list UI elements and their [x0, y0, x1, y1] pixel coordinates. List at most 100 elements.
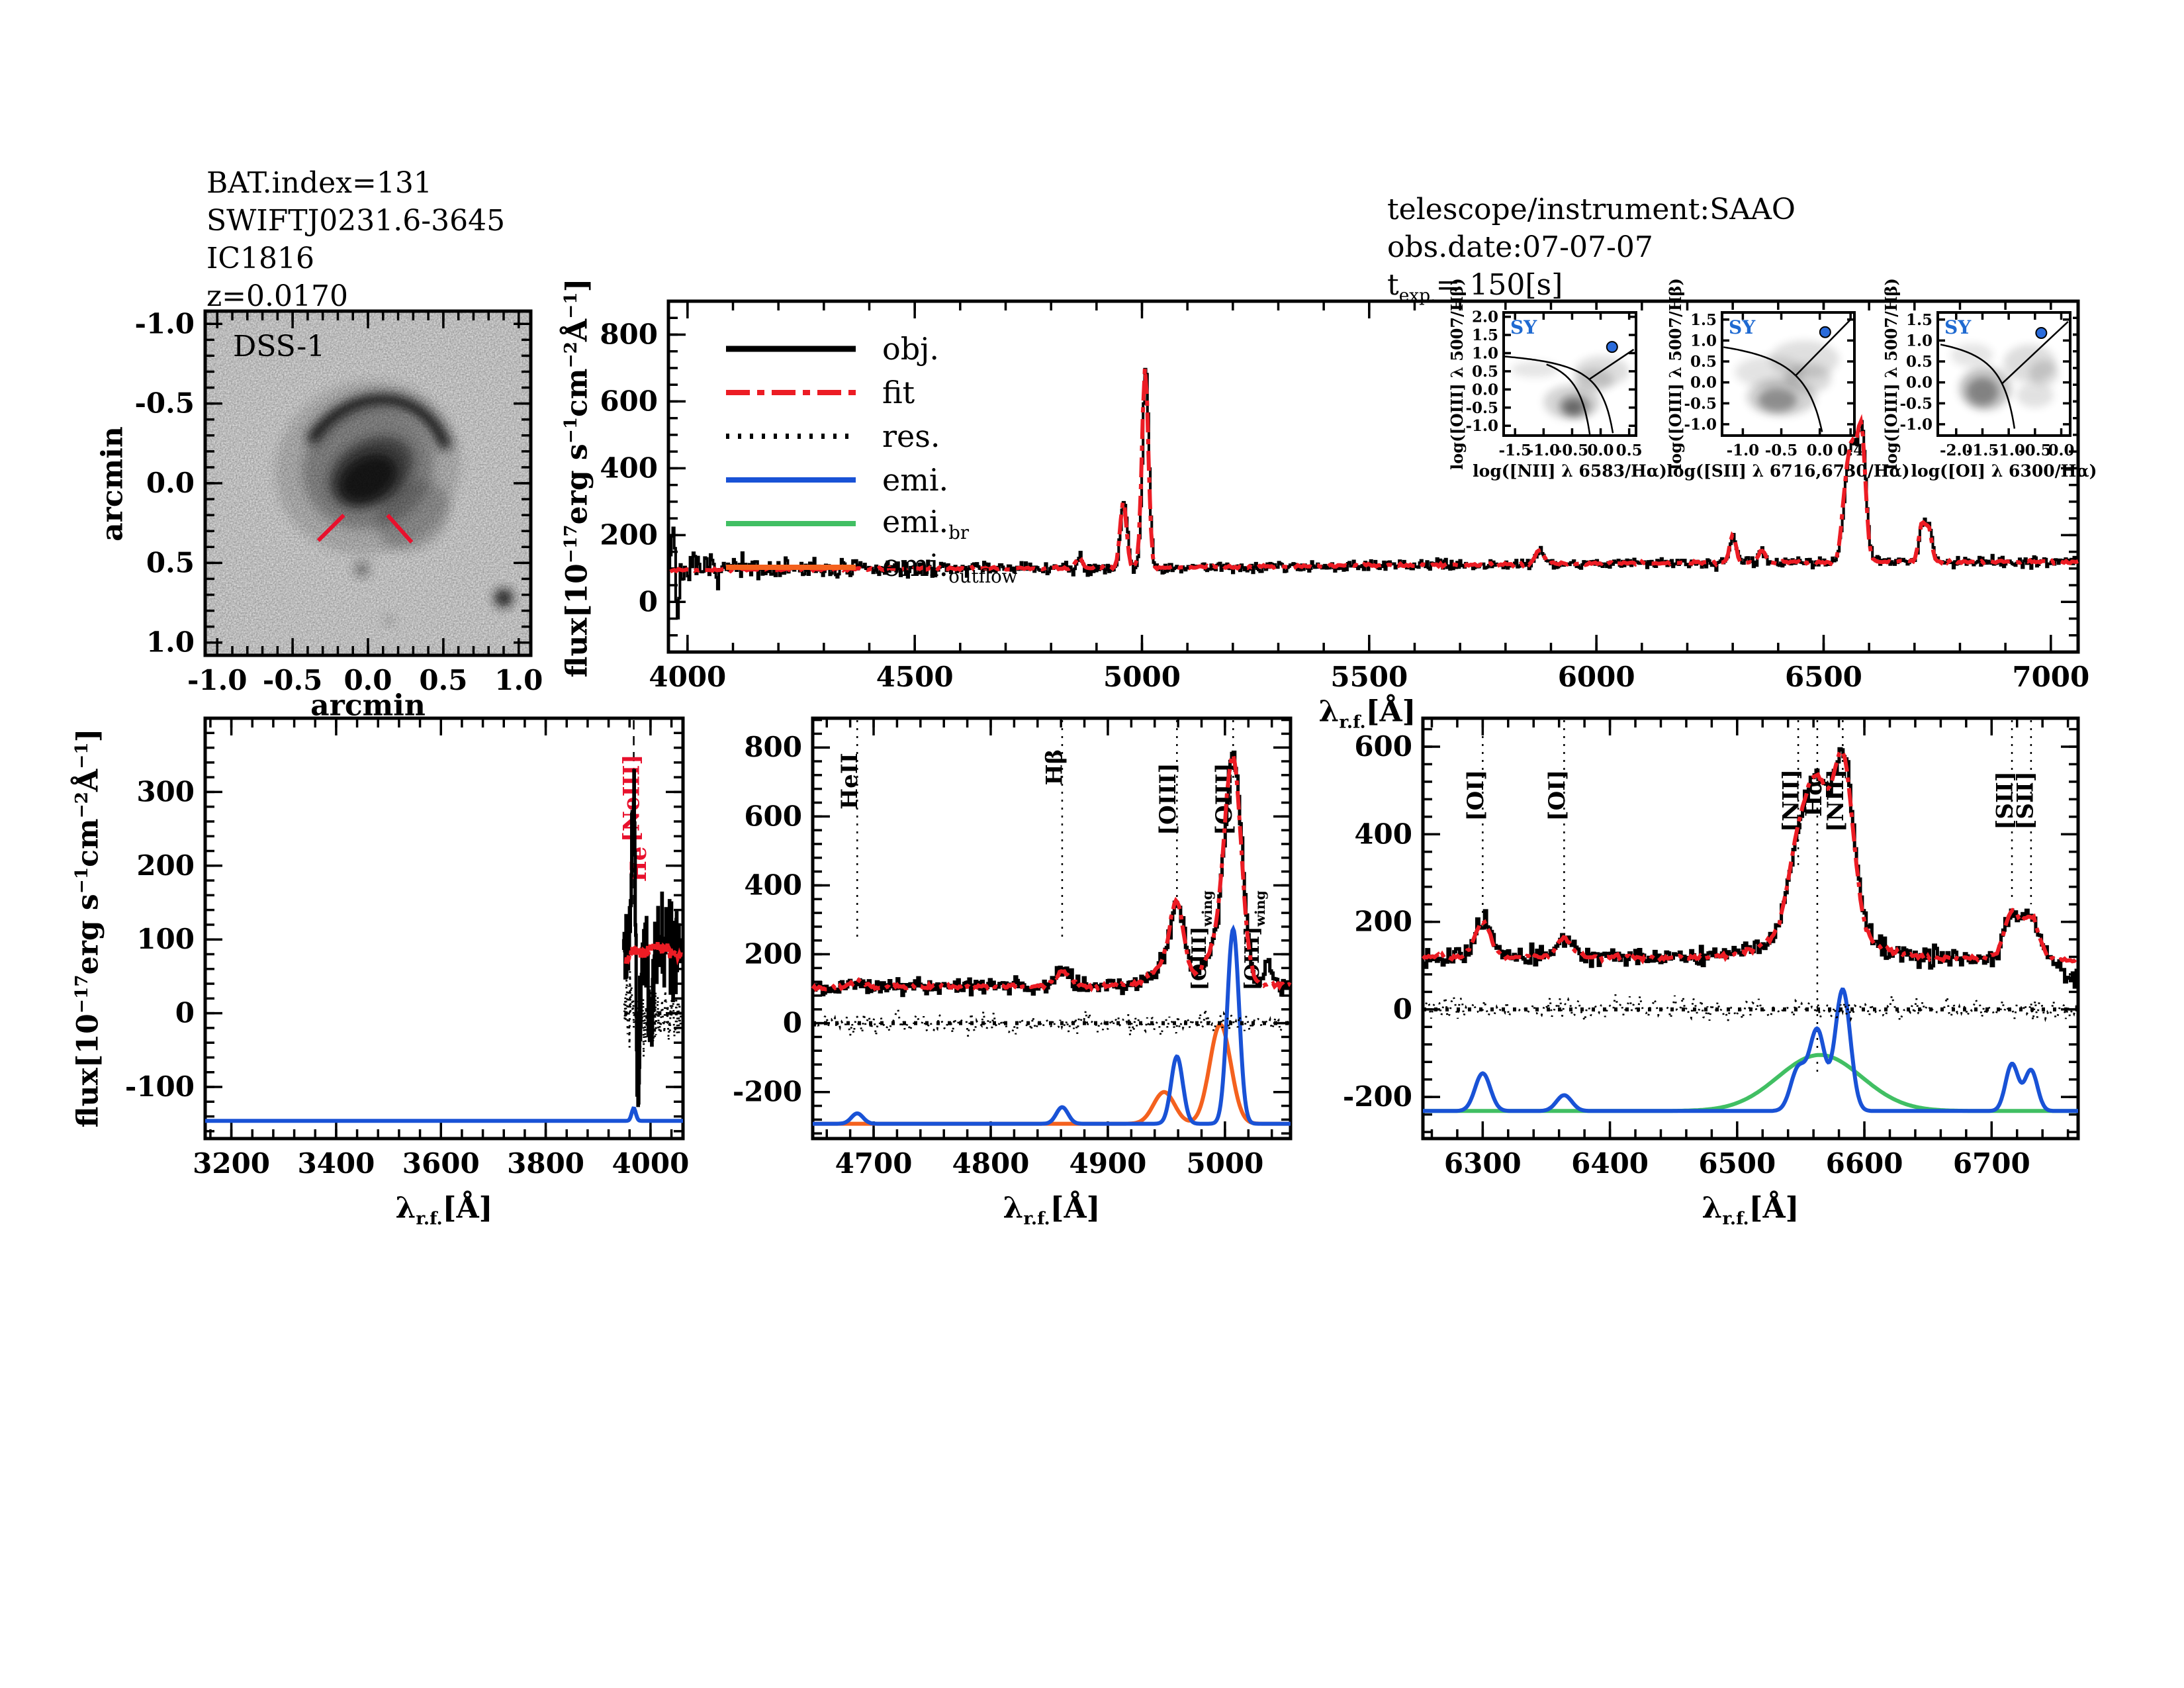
cloud-blob	[1511, 361, 1559, 378]
exposure-time: texp.= 150[s]	[1387, 268, 1563, 306]
dss-ytick: 0.0	[146, 467, 195, 499]
bpt-xtick: -2.0	[1940, 442, 1973, 459]
line-label-sii: [SII]	[1992, 771, 2019, 830]
seyfert-class-label: SY	[1510, 316, 1537, 338]
classification-curve	[1940, 344, 2016, 429]
bpt-sii-inset: SY-1.0 -0.5 0.0 0.41.51.00.50.0-0.5-1.0log(…	[1666, 278, 1910, 481]
main-xtick: 6500	[1785, 661, 1862, 693]
legend-sample-emi	[726, 477, 856, 483]
bpt-xtick: -0.5	[1765, 442, 1798, 459]
line-label-oi: [OI]	[1544, 770, 1570, 821]
dss-ytick: -0.5	[134, 387, 195, 420]
obj-trace	[621, 769, 683, 1107]
zoom-xtick: 4800	[952, 1147, 1030, 1180]
bpt-data-point	[1819, 326, 1831, 338]
dss-xtick: -0.5	[263, 664, 323, 696]
bpt-ytick: -1.0	[1899, 416, 1933, 434]
dss-panel: -1.0 -0.5 0.0 0.5 1.0 -1.0 -0.5 0.0 0.5 1.0	[134, 307, 543, 696]
bpt-xtick: 0.0	[1588, 442, 1614, 459]
zoom-ytick: -200	[733, 1076, 802, 1108]
image-noise	[205, 311, 531, 655]
header-left: BAT.index=131 SWIFTJ0231.6-3645 IC1816 z…	[206, 164, 505, 315]
cloud-blob	[1758, 388, 1797, 412]
main-xtick: 4000	[649, 661, 726, 693]
zoom-ytick: 0	[1393, 993, 1412, 1025]
object-name: IC1816	[206, 242, 315, 275]
line-label-heii: HeII	[837, 753, 863, 810]
zoom-xtick: 3600	[402, 1147, 480, 1180]
legend-sample-fit	[726, 390, 856, 395]
line-label-he: He	[625, 847, 652, 882]
bpt-ytick: -0.5	[1465, 399, 1498, 417]
fit-trace	[1421, 747, 2079, 964]
zoom-xtick: 6300	[1444, 1147, 1522, 1180]
zoom-ytick: 200	[744, 938, 802, 970]
dss-xtick: -1.0	[187, 664, 248, 696]
slit-mark	[316, 514, 345, 542]
emi-trace	[205, 1106, 683, 1123]
bpt-oi-inset: SY-2.0-1.5-1.0-0.50.01.51.00.50.0-0.5-1.…	[1882, 278, 2097, 481]
zoom-ytick: -200	[1343, 1080, 1412, 1113]
header-right: telescope/instrument:SAAO obs.date:07-07…	[1387, 191, 1796, 314]
bpt-ytick: 1.5	[1472, 326, 1498, 344]
legend-row-emi-outflow: emi.outflow	[725, 545, 1017, 589]
legend-sample-emi-br	[726, 521, 856, 526]
bpt-xlabel: log([SII] λ 6716,6730/Hα)	[1666, 461, 1909, 481]
line-label-sii: [SII]	[2012, 771, 2038, 830]
zoom-xtick: 4900	[1069, 1147, 1146, 1180]
fit-trace	[623, 941, 683, 966]
bpt-ytick: -0.5	[1684, 395, 1717, 412]
emi-br-trace	[1423, 1053, 2078, 1113]
classification-curve	[1723, 346, 1823, 432]
dss-ytick: -1.0	[134, 307, 195, 340]
legend-label-emi-outflow: emi.outflow	[882, 547, 1018, 588]
zoom-xtick: 4000	[612, 1147, 689, 1180]
zoom-ytick: 200	[136, 849, 195, 882]
zoom-ytick: 400	[744, 868, 802, 901]
cloud-blob	[1966, 377, 1999, 406]
bpt-ytick: 2.0	[1472, 308, 1498, 326]
swift-id: SWIFTJ0231.6-3645	[206, 204, 506, 238]
legend-row-emi: emi.	[725, 458, 1017, 502]
main-ytick: 600	[600, 385, 658, 417]
emi-trace	[813, 924, 1291, 1126]
bpt-ytick: -1.0	[1684, 416, 1717, 434]
legend-sample-res	[726, 434, 856, 439]
bat-index: BAT.index=131	[206, 166, 432, 200]
bpt-xtick: 0.0	[1807, 442, 1833, 459]
bpt-xtick: -1.0	[1727, 442, 1760, 459]
bpt-ytick: 0.0	[1690, 374, 1717, 392]
bpt-ylabel: log([OIII] λ 5007/Hβ)	[1666, 278, 1685, 470]
zoom-xtick: 4700	[835, 1147, 913, 1180]
zoom-ytick: 600	[744, 800, 802, 832]
zoom-ytick: 100	[136, 923, 195, 955]
main-xtick: 7000	[2012, 661, 2089, 693]
bpt-xtick: 0.5	[1616, 442, 1643, 459]
line-label-hβ: Hβ	[1042, 749, 1068, 786]
bpt-data-point	[1606, 341, 1618, 353]
zoom-ytick: 0	[783, 1007, 802, 1039]
legend-label-res: res.	[882, 418, 940, 454]
zoom-ytick: 600	[1354, 730, 1412, 763]
zoom-ytick: 800	[744, 731, 802, 763]
dss-ytick: 1.0	[146, 626, 195, 659]
seyfert-class-label: SY	[1944, 316, 1972, 338]
zoom-halpha-panel: 6300 6400 6500 6600 6700 -200 0 200 400 600 [OI] [O…	[1343, 716, 2080, 1180]
legend-row-emi-br: emi.br	[725, 502, 1017, 545]
line-label-oi: [OI]	[1463, 770, 1489, 821]
bpt-xtick: -1.5	[1498, 442, 1531, 459]
bpt-ylabel: log([OIII] λ 5007/Hβ)	[1882, 278, 1901, 470]
main-xtick: 5500	[1330, 661, 1408, 693]
main-spectrum-panel: 4000 4500 5000 5500 6000 6500 7000 0 200 400 600 80…	[600, 278, 2097, 693]
dss-image-label: DSS-1	[233, 330, 326, 363]
cloud-blob	[1785, 363, 1832, 393]
cloud-blob	[2029, 360, 2059, 386]
bpt-ytick: 0.5	[1690, 353, 1717, 371]
res-trace	[1422, 993, 2079, 1025]
bpt-xtick: -1.0	[1992, 442, 2025, 459]
zoom-ytick: 400	[1354, 818, 1412, 850]
line-label-oiii: [OIII]	[1155, 763, 1181, 835]
